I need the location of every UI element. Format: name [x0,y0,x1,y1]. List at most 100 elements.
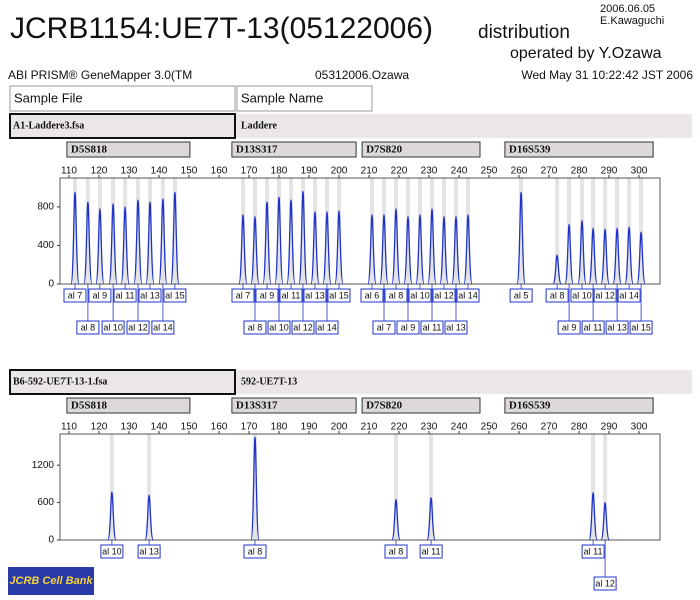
allele-label: al 8 [248,322,263,332]
allele-box [456,288,480,303]
marker-name: D16S539 [509,144,551,156]
bin-band [429,434,434,540]
x-tick-label: 270 [541,166,558,177]
peak [322,211,332,285]
x-tick-label: 160 [211,166,228,177]
allele-label: al 11 [584,322,603,332]
allele-label: al 7 [68,290,83,300]
bin-band [313,178,317,284]
bin-band [394,434,398,540]
allele-label: al 8 [248,546,263,556]
software: ABI PRISM® GeneMapper 3.0(TM [8,68,192,82]
allele-box [303,288,327,303]
bin-band [301,178,305,284]
x-tick-label: 170 [241,166,258,177]
x-tick-label: 260 [511,422,528,433]
allele-box [372,320,396,335]
allele-label: al 13 [305,290,325,300]
peak [391,208,401,285]
peak [577,219,587,285]
allele-box [291,320,315,335]
allele-label: al 8 [389,546,404,556]
marker-box [231,141,357,158]
allele-box [138,288,162,303]
peak [95,208,105,285]
x-tick-label: 190 [301,422,318,433]
peak [144,494,154,541]
allele-label: al 11 [422,546,441,556]
bin-band [289,178,293,284]
allele-label: al 11 [423,322,442,332]
bin-band [253,434,257,540]
peak [600,228,610,285]
marker-name: D5S818 [71,144,108,156]
x-tick-label: 230 [421,422,438,433]
y-tick-label: 800 [37,202,54,213]
allele-label: al 12 [595,290,615,300]
allele-label: al 5 [514,290,529,300]
allele-label: al 14 [619,290,639,300]
x-tick-label: 250 [481,166,498,177]
bin-band [111,178,116,284]
allele-box [76,320,100,335]
peak [108,203,118,285]
allele-box [444,320,468,335]
x-tick-label: 210 [361,166,378,177]
allele-label: al 14 [153,322,173,332]
allele-label: al 15 [165,290,185,300]
bin-band [148,178,152,284]
marker-box [66,397,191,414]
peak [250,215,260,285]
allele-label: al 7 [236,290,251,300]
x-tick-label: 220 [391,422,408,433]
x-tick-label: 290 [601,422,618,433]
allele-label: al 9 [93,290,108,300]
marker-name: D7S820 [366,400,403,412]
bin-band [394,178,398,284]
allele-box [420,320,444,335]
peak [516,191,526,285]
x-tick-label: 150 [181,166,198,177]
plot-frame [59,177,661,285]
bin-band [454,178,458,284]
marker-box [504,397,654,414]
peak [170,191,180,285]
title-suffix: distribution [478,22,570,43]
allele-box [593,576,617,591]
allele-label: al 14 [458,290,478,300]
x-tick-label: 120 [91,166,108,177]
plot-frame [59,433,661,541]
logo: JCRB Cell Bank [9,575,93,587]
marker-box [231,397,357,414]
allele-box [137,544,161,559]
x-tick-label: 120 [91,422,108,433]
allele-box [408,288,432,303]
bin-band [639,178,644,284]
x-tick-label: 250 [481,422,498,433]
allele-box [231,288,255,303]
allele-box [243,320,267,335]
x-tick-label: 230 [421,166,438,177]
peak [334,210,344,285]
allele-label: al 11 [116,290,135,300]
allele-box [581,320,605,335]
allele-label: al 8 [550,290,565,300]
peak [391,498,401,541]
allele-box [243,544,267,559]
allele-label: al 14 [317,322,337,332]
allele-label: al 12 [434,290,454,300]
allele-box [593,288,617,303]
allele-box [101,320,125,335]
peak [415,213,425,285]
x-tick-label: 130 [121,166,138,177]
x-tick-label: 240 [451,422,468,433]
allele-label: al 10 [102,546,122,556]
peak [120,206,130,285]
x-tick-label: 140 [151,166,168,177]
peak [439,215,449,285]
peak [107,491,117,541]
bin-band [85,178,90,284]
x-tick-label: 210 [361,422,378,433]
allele-box [419,544,443,559]
allele-label: al 11 [584,546,603,556]
